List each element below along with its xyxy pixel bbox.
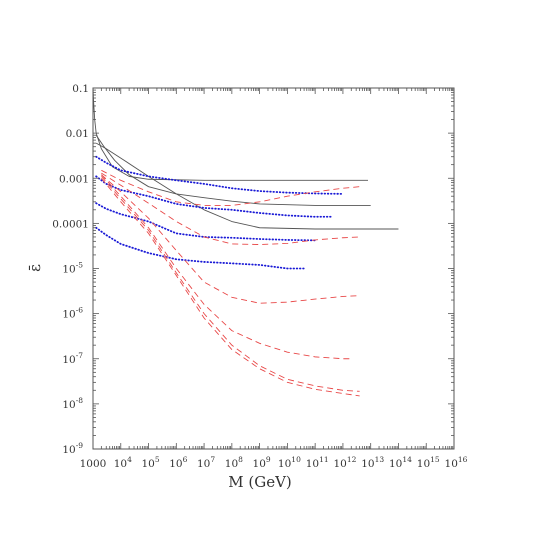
x-tick-label: 106 [169,455,187,470]
series-dashed-8 [101,169,360,206]
y-tick-label: 0.1 [72,83,89,95]
plot-frame [92,87,455,450]
frame-layer [92,87,455,450]
series-solid-2 [95,134,371,206]
y-tick-label: 10-7 [62,351,83,366]
x-tick-label: 1013 [361,455,384,470]
x-tick-label: 1000 [80,458,107,470]
x-tick-label: 105 [141,455,159,470]
x-tick-label: 1011 [306,455,329,470]
x-tick-label: 1015 [417,455,440,470]
x-tick-label: 1012 [333,455,356,470]
y-tick-label: 10-8 [62,396,83,411]
series-dotted-5 [95,175,333,218]
series-dotted-6 [95,202,317,242]
x-axis-label: M (GeV) [228,473,292,491]
series-dashed-13 [101,177,360,397]
y-axis-label: ε̄ [26,264,44,272]
y-tick-label: 0.001 [59,173,89,185]
series-dotted-7 [95,226,305,270]
series-dotted-4 [95,155,344,195]
x-tick-label: 108 [225,455,243,470]
x-tick-label: 1014 [389,455,412,470]
series-dashed-10 [101,174,360,304]
series-solid-3 [95,142,399,230]
x-tick-label: 109 [253,455,271,470]
x-tick-label: 1016 [445,455,468,470]
series-layer [92,87,399,397]
labels-layer: 1000 104 105 106 107 108 109 1010 1011 1012 1013 10… [52,83,467,470]
x-tick-label: 1010 [278,455,301,470]
ticks-layer [92,87,455,450]
y-tick-label: 0.01 [66,128,89,140]
series-dashed-12 [101,176,360,392]
y-tick-label: 0.0001 [52,218,89,230]
y-tick-label: 10-5 [62,261,83,276]
x-tick-label: 107 [197,455,215,470]
y-tick-label: 10-9 [62,441,83,456]
x-tick-label: 104 [114,455,132,470]
series-dashed-11 [101,174,352,360]
y-tick-label: 10-6 [62,306,83,321]
series-dashed-9 [101,172,360,245]
